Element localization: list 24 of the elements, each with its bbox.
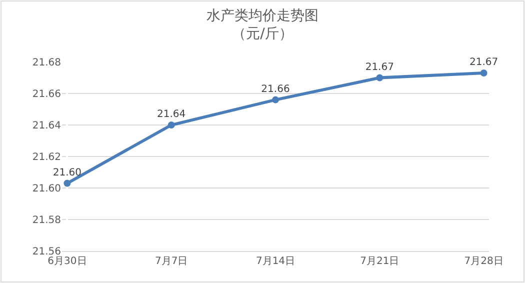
data-label: 21.67 (469, 57, 498, 68)
point (480, 70, 488, 77)
point (376, 74, 384, 82)
y-tick-label: 21.56 (32, 246, 61, 258)
data-label: 21.66 (261, 84, 290, 95)
x-tick-label: 7月7日 (154, 256, 188, 267)
y-tick-label: 21.64 (32, 120, 61, 132)
x-tick-label: 7月14日 (256, 256, 296, 267)
chart-subtitle: （元/斤） (232, 26, 293, 42)
y-tick-label: 21.62 (32, 152, 61, 163)
data-label: 21.67 (365, 62, 394, 73)
y-tick-label: 21.58 (32, 215, 61, 226)
point (168, 122, 175, 128)
x-tick-label: 6月30日 (48, 256, 87, 267)
data-label: 21.64 (157, 109, 186, 120)
data-label: 21.60 (52, 167, 82, 178)
x-tick-label: 7月28日 (464, 256, 504, 267)
chart-title: 水产类均价走势图 (206, 8, 318, 24)
point (64, 180, 71, 187)
y-tick-label: 21.68 (32, 58, 61, 68)
x-tick-label: 7月21日 (360, 256, 400, 267)
point (272, 96, 279, 104)
y-tick-label: 21.66 (32, 89, 61, 100)
y-tick-label: 21.60 (32, 184, 61, 194)
